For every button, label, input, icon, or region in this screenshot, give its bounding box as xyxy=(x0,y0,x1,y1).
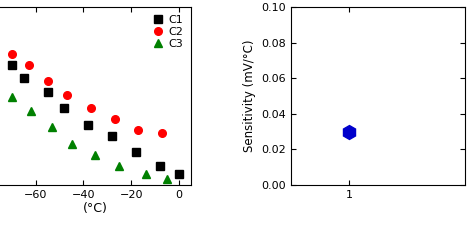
Line: C3: C3 xyxy=(8,94,171,183)
C3 xyxy=(164,178,170,181)
C1 xyxy=(157,164,163,167)
Line: C1: C1 xyxy=(8,61,183,178)
C2 xyxy=(159,132,165,134)
C2 xyxy=(88,107,93,110)
X-axis label: (°C): (°C) xyxy=(83,202,108,215)
C3 xyxy=(143,173,148,175)
C1 xyxy=(9,63,15,66)
C2 xyxy=(9,52,15,55)
Line: C2: C2 xyxy=(8,50,166,137)
C2 xyxy=(112,118,118,121)
C1 xyxy=(62,107,67,110)
C3 xyxy=(92,153,98,156)
C1 xyxy=(85,123,91,126)
C1 xyxy=(45,91,51,93)
Legend: C1, C2, C3: C1, C2, C3 xyxy=(150,13,185,52)
C3 xyxy=(50,126,55,129)
C2 xyxy=(136,129,141,132)
C3 xyxy=(69,142,74,145)
C2 xyxy=(26,63,31,66)
C1 xyxy=(21,77,27,80)
C2 xyxy=(45,80,51,82)
C1 xyxy=(133,151,139,154)
C1 xyxy=(176,173,182,175)
C1 xyxy=(109,134,115,137)
C3 xyxy=(28,109,34,112)
C3 xyxy=(9,96,15,99)
C3 xyxy=(117,164,122,167)
Y-axis label: Sensitivity (mV/°C): Sensitivity (mV/°C) xyxy=(243,40,256,152)
C2 xyxy=(64,93,70,96)
